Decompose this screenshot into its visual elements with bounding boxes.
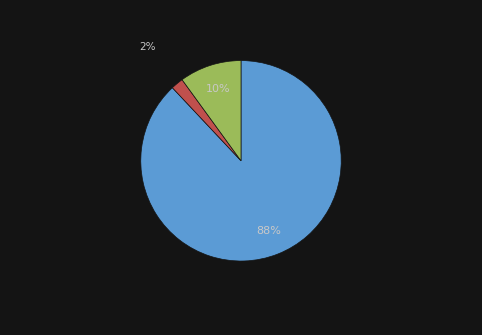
Wedge shape (182, 61, 241, 161)
Text: 88%: 88% (256, 226, 281, 236)
Wedge shape (141, 61, 341, 261)
Text: 10%: 10% (205, 84, 230, 94)
Text: 2%: 2% (139, 42, 155, 52)
Wedge shape (173, 80, 241, 161)
